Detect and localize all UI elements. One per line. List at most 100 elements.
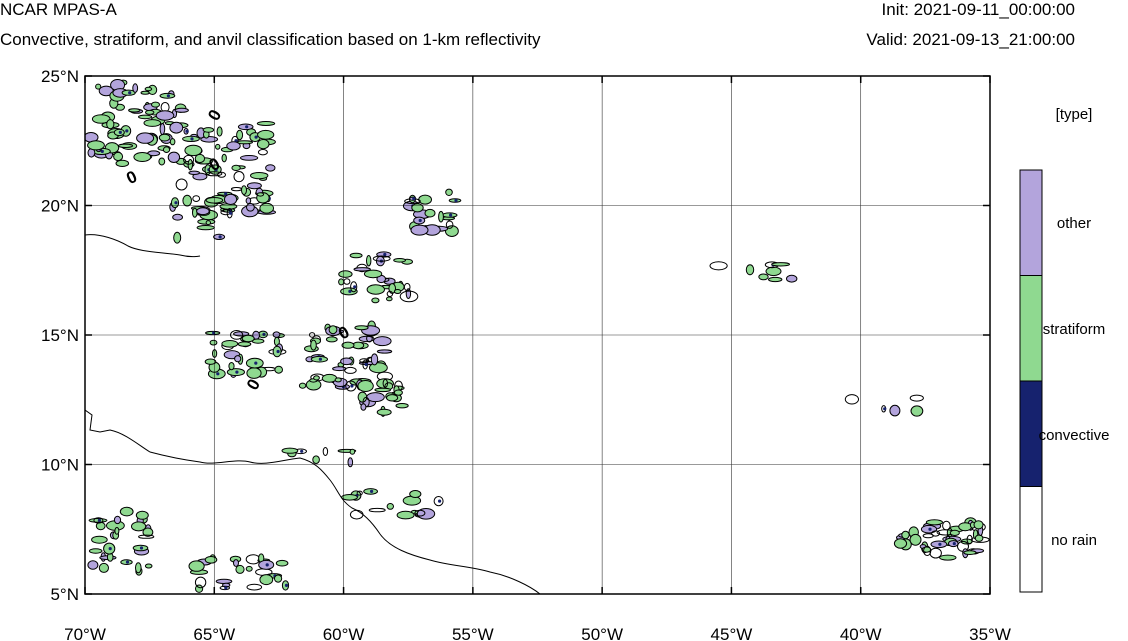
rain-cell: [372, 255, 391, 262]
rain-cell: [142, 527, 154, 537]
rain-cell: [245, 554, 261, 565]
rain-cell: [88, 548, 103, 554]
rain-cell: [233, 559, 239, 567]
rain-cell: [363, 269, 383, 279]
rain-cell: [310, 339, 317, 351]
rain-cell: [445, 220, 454, 229]
rain-cell: [893, 538, 908, 549]
rain-cell: [844, 394, 860, 405]
rain-cell: [183, 154, 195, 165]
legend-label-other: other: [1056, 215, 1092, 232]
rain-cell: [349, 509, 364, 520]
rain-cell: [143, 119, 162, 127]
rain-cell: [356, 490, 363, 496]
rain-cell: [350, 281, 358, 293]
rain-cell: [909, 533, 922, 546]
rain-cell: [241, 185, 247, 196]
rain-cell: [136, 132, 155, 144]
rain-cell: [354, 325, 369, 331]
rain-cell: [182, 194, 192, 207]
rain-cell: [215, 578, 233, 585]
rain-cell: [345, 380, 357, 392]
rain-cell: [106, 119, 115, 130]
convective-cell: [254, 361, 258, 365]
convective-cell: [364, 362, 368, 367]
rain-cell: [949, 529, 960, 537]
rain-cell: [159, 123, 166, 135]
convective-cell: [245, 125, 249, 129]
lon-label: 40°W: [840, 625, 882, 641]
rain-cell: [321, 373, 338, 383]
convective-cell: [348, 289, 352, 293]
rain-cell: [221, 340, 239, 348]
rain-cell: [194, 576, 207, 589]
rain-cell: [399, 290, 419, 303]
rain-cell: [349, 252, 363, 259]
rain-cell: [433, 496, 444, 507]
rain-cell: [175, 178, 188, 191]
rain-cell: [370, 353, 379, 366]
rain-cell: [272, 331, 281, 338]
rain-cell: [194, 153, 206, 164]
rain-cell: [145, 109, 155, 115]
rain-cell: [393, 289, 402, 294]
rain-cell: [411, 203, 424, 213]
rain-cell: [386, 503, 394, 510]
rain-cell: [410, 224, 429, 236]
lat-label: 25°N: [41, 67, 79, 86]
rain-cell: [974, 534, 984, 542]
rain-cell: [245, 197, 252, 205]
rain-cell: [204, 556, 218, 564]
rain-cell: [135, 562, 142, 574]
rain-cell: [349, 448, 356, 455]
model-title: NCAR MPAS-A: [0, 0, 117, 19]
rain-cell: [202, 127, 215, 133]
rain-cell: [745, 264, 755, 276]
convective-cell: [185, 129, 189, 133]
convective-cell: [224, 192, 228, 196]
rain-cell: [240, 155, 259, 161]
convective-cell: [216, 372, 220, 376]
rain-cell: [259, 202, 275, 214]
rain-cell: [371, 297, 380, 304]
rain-cell: [386, 394, 399, 402]
convective-cell: [166, 94, 170, 98]
convective-cell: [235, 370, 239, 374]
convective-cell: [353, 285, 357, 289]
plot-description: Convective, stratiform, and anvil classi…: [0, 30, 541, 49]
convective-cell: [454, 198, 458, 203]
rain-cell: [217, 171, 227, 178]
rain-cell: [438, 210, 444, 223]
rain-cell: [119, 506, 134, 517]
rain-cell: [910, 405, 924, 417]
rain-cell: [224, 193, 238, 205]
rain-cell: [196, 207, 210, 216]
rain-cell: [416, 508, 436, 520]
rain-cell: [234, 355, 242, 363]
rain-cell: [376, 349, 393, 354]
rain-cell: [393, 389, 403, 396]
rain-cell: [396, 510, 415, 520]
rain-cell: [393, 258, 407, 263]
rain-cell: [256, 121, 276, 126]
rain-cell: [235, 564, 245, 574]
rain-cell: [184, 144, 203, 157]
rain-cell: [256, 139, 270, 150]
rain-cell: [328, 325, 338, 335]
rain-cell: [236, 129, 244, 141]
lon-label: 65°W: [193, 625, 235, 641]
legend-colorbar: [1019, 169, 1043, 593]
convective-cell: [139, 546, 144, 550]
contour-label: 0: [123, 167, 140, 188]
lon-label: 45°W: [711, 625, 753, 641]
rain-cell: [332, 366, 347, 372]
convective-cell: [938, 542, 942, 546]
rain-cell: [237, 341, 252, 347]
rain-cell: [188, 170, 200, 176]
legend-title: [type]: [1055, 106, 1093, 123]
rain-cell: [158, 157, 166, 166]
rain-cell: [257, 129, 275, 140]
rain-cell: [366, 284, 385, 295]
rain-cell: [246, 203, 255, 212]
legend-label-stratiform: stratiform: [1042, 321, 1106, 338]
